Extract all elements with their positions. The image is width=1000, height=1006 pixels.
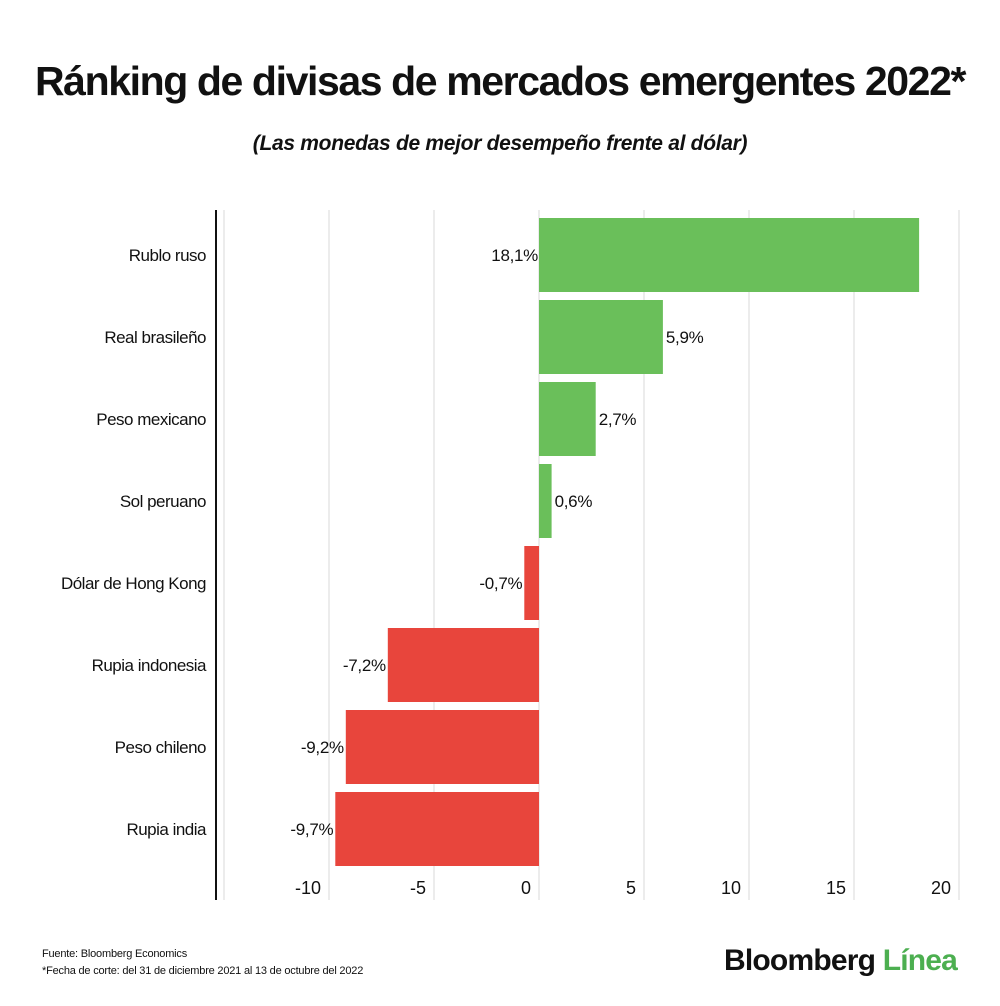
chart-title: Ránking de divisas de mercados emergente…: [34, 58, 966, 104]
value-label-1: 5,9%: [666, 328, 704, 347]
x-tick-label-3: 5: [626, 878, 636, 898]
value-label-5: -7,2%: [343, 656, 386, 675]
category-label-2: Peso mexicano: [96, 410, 206, 429]
category-label-1: Real brasileño: [104, 328, 206, 347]
x-tick-label-1: -5: [410, 878, 426, 898]
x-tick-label-0: -10: [295, 878, 321, 898]
category-label-0: Rublo ruso: [129, 246, 206, 265]
brand-logo: Bloomberg Línea: [724, 944, 958, 978]
category-label-6: Peso chileno: [115, 738, 206, 757]
category-label-4: Dólar de Hong Kong: [61, 574, 206, 593]
value-label-6: -9,2%: [301, 738, 344, 757]
value-label-3: 0,6%: [555, 492, 593, 511]
category-label-3: Sol peruano: [120, 492, 206, 511]
value-label-0: 18,1%: [491, 246, 538, 265]
x-tick-label-6: 20: [931, 878, 951, 898]
brand-main-text: Bloomberg: [724, 944, 876, 977]
category-label-5: Rupia indonesia: [92, 656, 207, 675]
value-label-7: -9,7%: [290, 820, 333, 839]
bar-0: [539, 218, 920, 292]
bar-5: [387, 628, 539, 702]
brand-accent-text: Línea: [882, 944, 958, 977]
value-label-4: -0,7%: [479, 574, 522, 593]
bar-3: [539, 464, 552, 538]
source-note: Fuente: Bloomberg Economics: [42, 948, 188, 960]
category-label-7: Rupia india: [126, 820, 207, 839]
date-note: *Fecha de corte: del 31 de diciembre 202…: [42, 965, 364, 977]
x-tick-label-2: 0: [521, 878, 531, 898]
bar-2: [539, 382, 596, 456]
x-tick-label-5: 15: [826, 878, 846, 898]
bar-6: [345, 710, 539, 784]
bar-1: [539, 300, 663, 374]
value-label-2: 2,7%: [599, 410, 637, 429]
bar-4: [524, 546, 539, 620]
bar-7: [335, 792, 539, 866]
x-tick-label-4: 10: [721, 878, 741, 898]
chart-subtitle: (Las monedas de mejor desempeño frente a…: [252, 132, 748, 155]
